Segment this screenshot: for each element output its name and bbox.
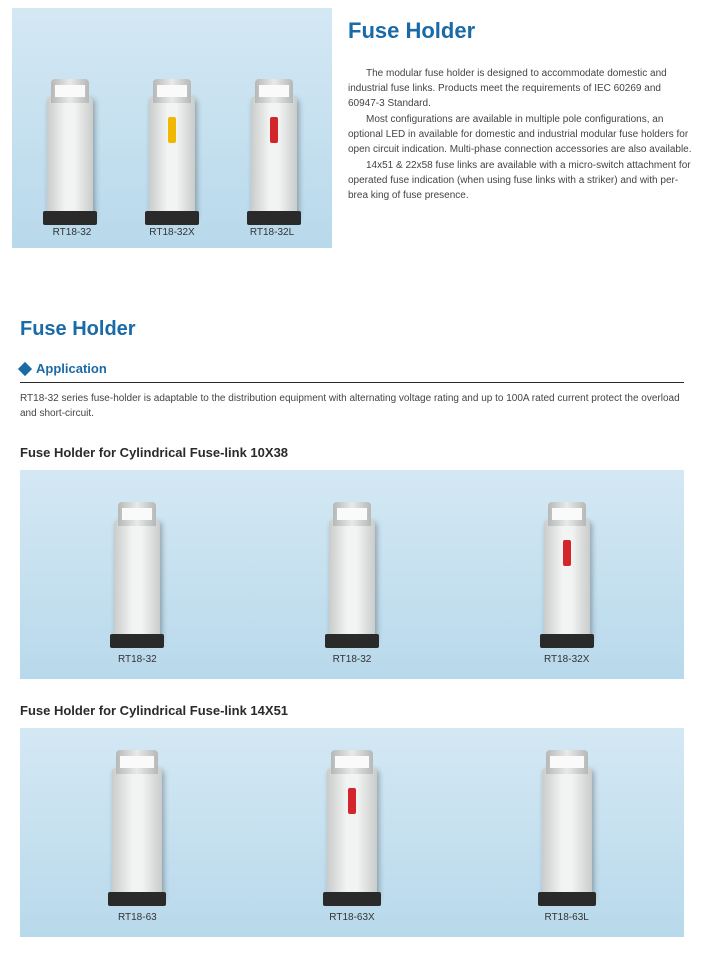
description-block: The modular fuse holder is designed to a… bbox=[348, 66, 692, 203]
product-fuse bbox=[312, 490, 392, 640]
description-paragraph: Most configurations are available in mul… bbox=[348, 112, 692, 157]
divider bbox=[20, 382, 684, 383]
hero-section: RT18-32 RT18-32X RT18-32L Fuse Holder Th… bbox=[0, 0, 704, 268]
product-fuse bbox=[312, 748, 392, 898]
product-gallery: RT18-63 RT18-63X RT18-63L bbox=[20, 728, 684, 937]
product-label: RT18-32X bbox=[122, 227, 222, 238]
product-label: RT18-32 bbox=[245, 654, 460, 665]
detail-section: Fuse Holder Application RT18-32 series f… bbox=[0, 268, 704, 971]
product-label: RT18-32 bbox=[22, 227, 122, 238]
group-title: Fuse Holder for Cylindrical Fuse-link 10… bbox=[20, 445, 684, 460]
product-label: RT18-32X bbox=[459, 654, 674, 665]
hero-product-row bbox=[22, 67, 322, 217]
product-fuse bbox=[97, 490, 177, 640]
product-gallery: RT18-32 RT18-32 RT18-32X bbox=[20, 470, 684, 679]
application-heading: Application bbox=[36, 361, 107, 376]
product-fuse bbox=[234, 67, 314, 217]
product-label: RT18-63L bbox=[459, 912, 674, 923]
page-title: Fuse Holder bbox=[348, 18, 692, 44]
gallery-labels-row: RT18-32 RT18-32 RT18-32X bbox=[30, 654, 674, 665]
gallery-labels-row: RT18-63 RT18-63X RT18-63L bbox=[30, 912, 674, 923]
product-fuse bbox=[97, 748, 177, 898]
product-label: RT18-32 bbox=[30, 654, 245, 665]
hero-labels-row: RT18-32 RT18-32X RT18-32L bbox=[22, 227, 322, 238]
description-paragraph: The modular fuse holder is designed to a… bbox=[348, 66, 692, 111]
product-fuse bbox=[527, 748, 607, 898]
description-paragraph: 14x51 & 22x58 fuse links are available w… bbox=[348, 158, 692, 203]
product-label: RT18-63 bbox=[30, 912, 245, 923]
diamond-icon bbox=[18, 361, 32, 375]
gallery-row bbox=[30, 490, 674, 640]
hero-text-block: Fuse Holder The modular fuse holder is d… bbox=[348, 8, 692, 248]
section-title: Fuse Holder bbox=[20, 318, 684, 341]
gallery-row bbox=[30, 748, 674, 898]
group-title: Fuse Holder for Cylindrical Fuse-link 14… bbox=[20, 703, 684, 718]
application-text: RT18-32 series fuse-holder is adaptable … bbox=[20, 391, 684, 421]
product-label: RT18-32L bbox=[222, 227, 322, 238]
product-fuse bbox=[30, 67, 110, 217]
product-fuse bbox=[132, 67, 212, 217]
hero-image-panel: RT18-32 RT18-32X RT18-32L bbox=[12, 8, 332, 248]
product-label: RT18-63X bbox=[245, 912, 460, 923]
product-fuse bbox=[527, 490, 607, 640]
application-header: Application bbox=[20, 361, 684, 376]
